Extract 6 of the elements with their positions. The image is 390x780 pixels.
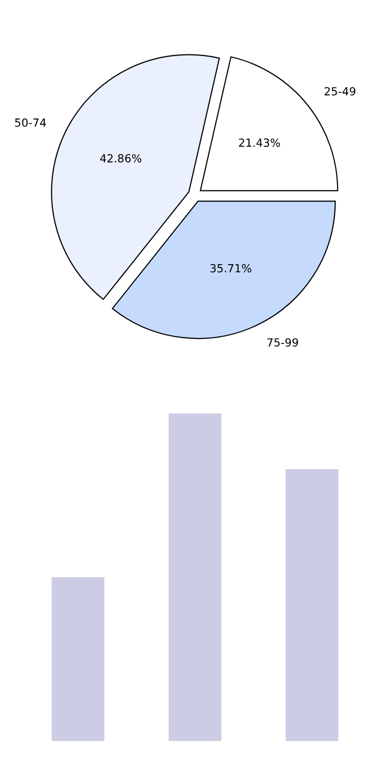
slice-label: 25-49: [324, 87, 356, 96]
slice-label: 50-74: [15, 118, 46, 127]
data-label: 21.43%: [239, 138, 280, 147]
data-label: 42.86%: [100, 154, 142, 162]
data-label: 35.71%: [210, 264, 252, 272]
slice-label: 75-99: [267, 338, 298, 347]
